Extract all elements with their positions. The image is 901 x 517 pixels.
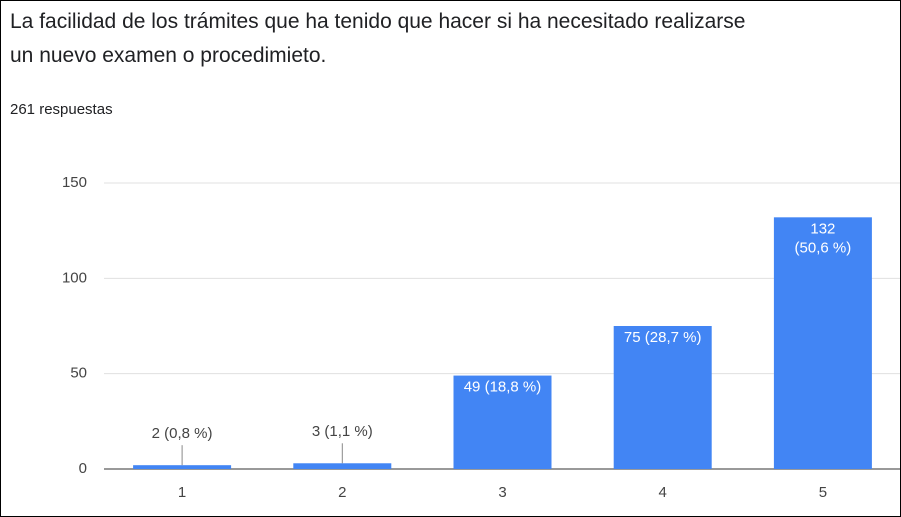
x-tick-label: 1	[178, 484, 186, 501]
bar	[293, 463, 392, 469]
chart-title: La facilidad de los trámites que ha teni…	[10, 10, 746, 67]
x-tick-label: 4	[659, 484, 667, 501]
data-label: 75 (28,7 %)	[624, 329, 702, 346]
data-label: 2 (0,8 %)	[152, 425, 213, 442]
bar	[133, 465, 232, 469]
x-tick-label: 2	[338, 484, 346, 501]
bar	[453, 375, 552, 469]
bar	[773, 217, 872, 469]
y-tick-label: 0	[79, 460, 87, 477]
data-label: 3 (1,1 %)	[312, 423, 373, 440]
data-label-line: 132	[810, 220, 835, 237]
data-label-line: (50,6 %)	[795, 239, 852, 256]
data-label: 132 (50,6 %)	[795, 220, 852, 256]
data-label: 49 (18,8 %)	[464, 379, 542, 396]
y-tick-label: 150	[62, 174, 87, 191]
y-tick-label: 100	[62, 269, 87, 286]
x-tick-label: 3	[498, 484, 506, 501]
response-count: 261 respuestas	[10, 101, 113, 118]
x-tick-label: 5	[819, 484, 827, 501]
y-tick-label: 50	[70, 365, 87, 382]
bar	[613, 326, 712, 469]
